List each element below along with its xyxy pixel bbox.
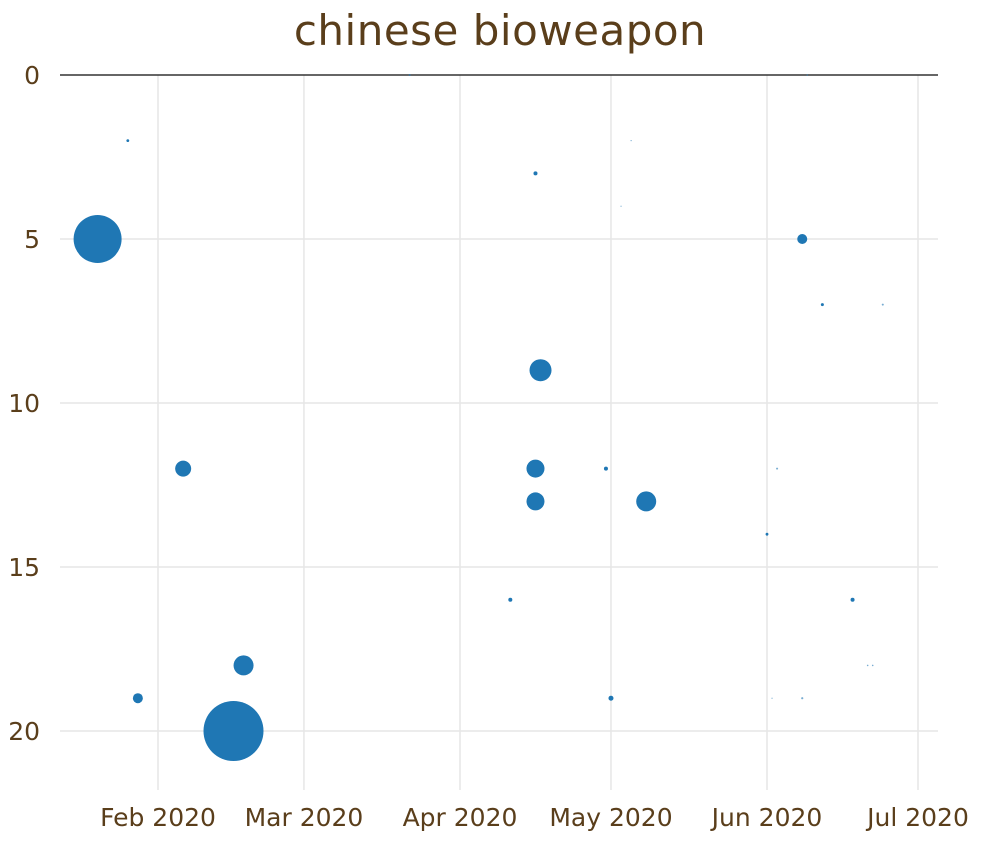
data-point[interactable] <box>801 697 804 700</box>
data-point[interactable] <box>881 303 884 306</box>
x-tick-label: Jun 2020 <box>710 803 823 832</box>
x-tick-label: Jul 2020 <box>865 803 969 832</box>
x-tick-label: Feb 2020 <box>100 803 216 832</box>
data-point[interactable] <box>132 693 143 704</box>
grid-layer <box>60 75 938 790</box>
data-point[interactable] <box>529 359 552 382</box>
data-point[interactable] <box>620 205 622 207</box>
y-tick-label: 10 <box>8 389 40 418</box>
x-tick-label: Apr 2020 <box>403 803 518 832</box>
data-point[interactable] <box>73 215 122 263</box>
data-point[interactable] <box>526 492 545 511</box>
x-tick-label: Mar 2020 <box>245 803 364 832</box>
data-point[interactable] <box>765 532 769 536</box>
data-point[interactable] <box>203 701 264 761</box>
data-point[interactable] <box>126 139 130 143</box>
data-point[interactable] <box>603 466 608 471</box>
data-point[interactable] <box>871 664 874 667</box>
data-point[interactable] <box>508 597 513 602</box>
y-tick-label: 5 <box>24 225 40 254</box>
data-point[interactable] <box>233 655 254 676</box>
axis-layer: Feb 2020 Mar 2020 Apr 2020 May 2020 Jun 2020… <box>8 61 969 832</box>
point-layer <box>73 74 884 761</box>
data-point[interactable] <box>866 664 869 667</box>
data-point[interactable] <box>608 695 614 701</box>
y-tick-label: 20 <box>8 717 40 746</box>
data-point[interactable] <box>636 491 657 512</box>
data-point[interactable] <box>526 459 545 478</box>
data-point[interactable] <box>820 303 824 307</box>
data-point[interactable] <box>806 74 809 76</box>
y-tick-label: 15 <box>8 553 40 582</box>
data-point[interactable] <box>175 460 192 477</box>
data-point[interactable] <box>797 234 808 244</box>
data-point[interactable] <box>771 697 773 699</box>
data-point[interactable] <box>630 140 632 142</box>
data-point[interactable] <box>408 74 411 76</box>
x-tick-label: May 2020 <box>549 803 672 832</box>
y-tick-label: 0 <box>24 61 40 90</box>
data-point[interactable] <box>533 171 538 176</box>
data-point[interactable] <box>850 597 855 602</box>
chart-title: chinese bioweapon <box>293 6 707 55</box>
data-point[interactable] <box>776 467 779 470</box>
